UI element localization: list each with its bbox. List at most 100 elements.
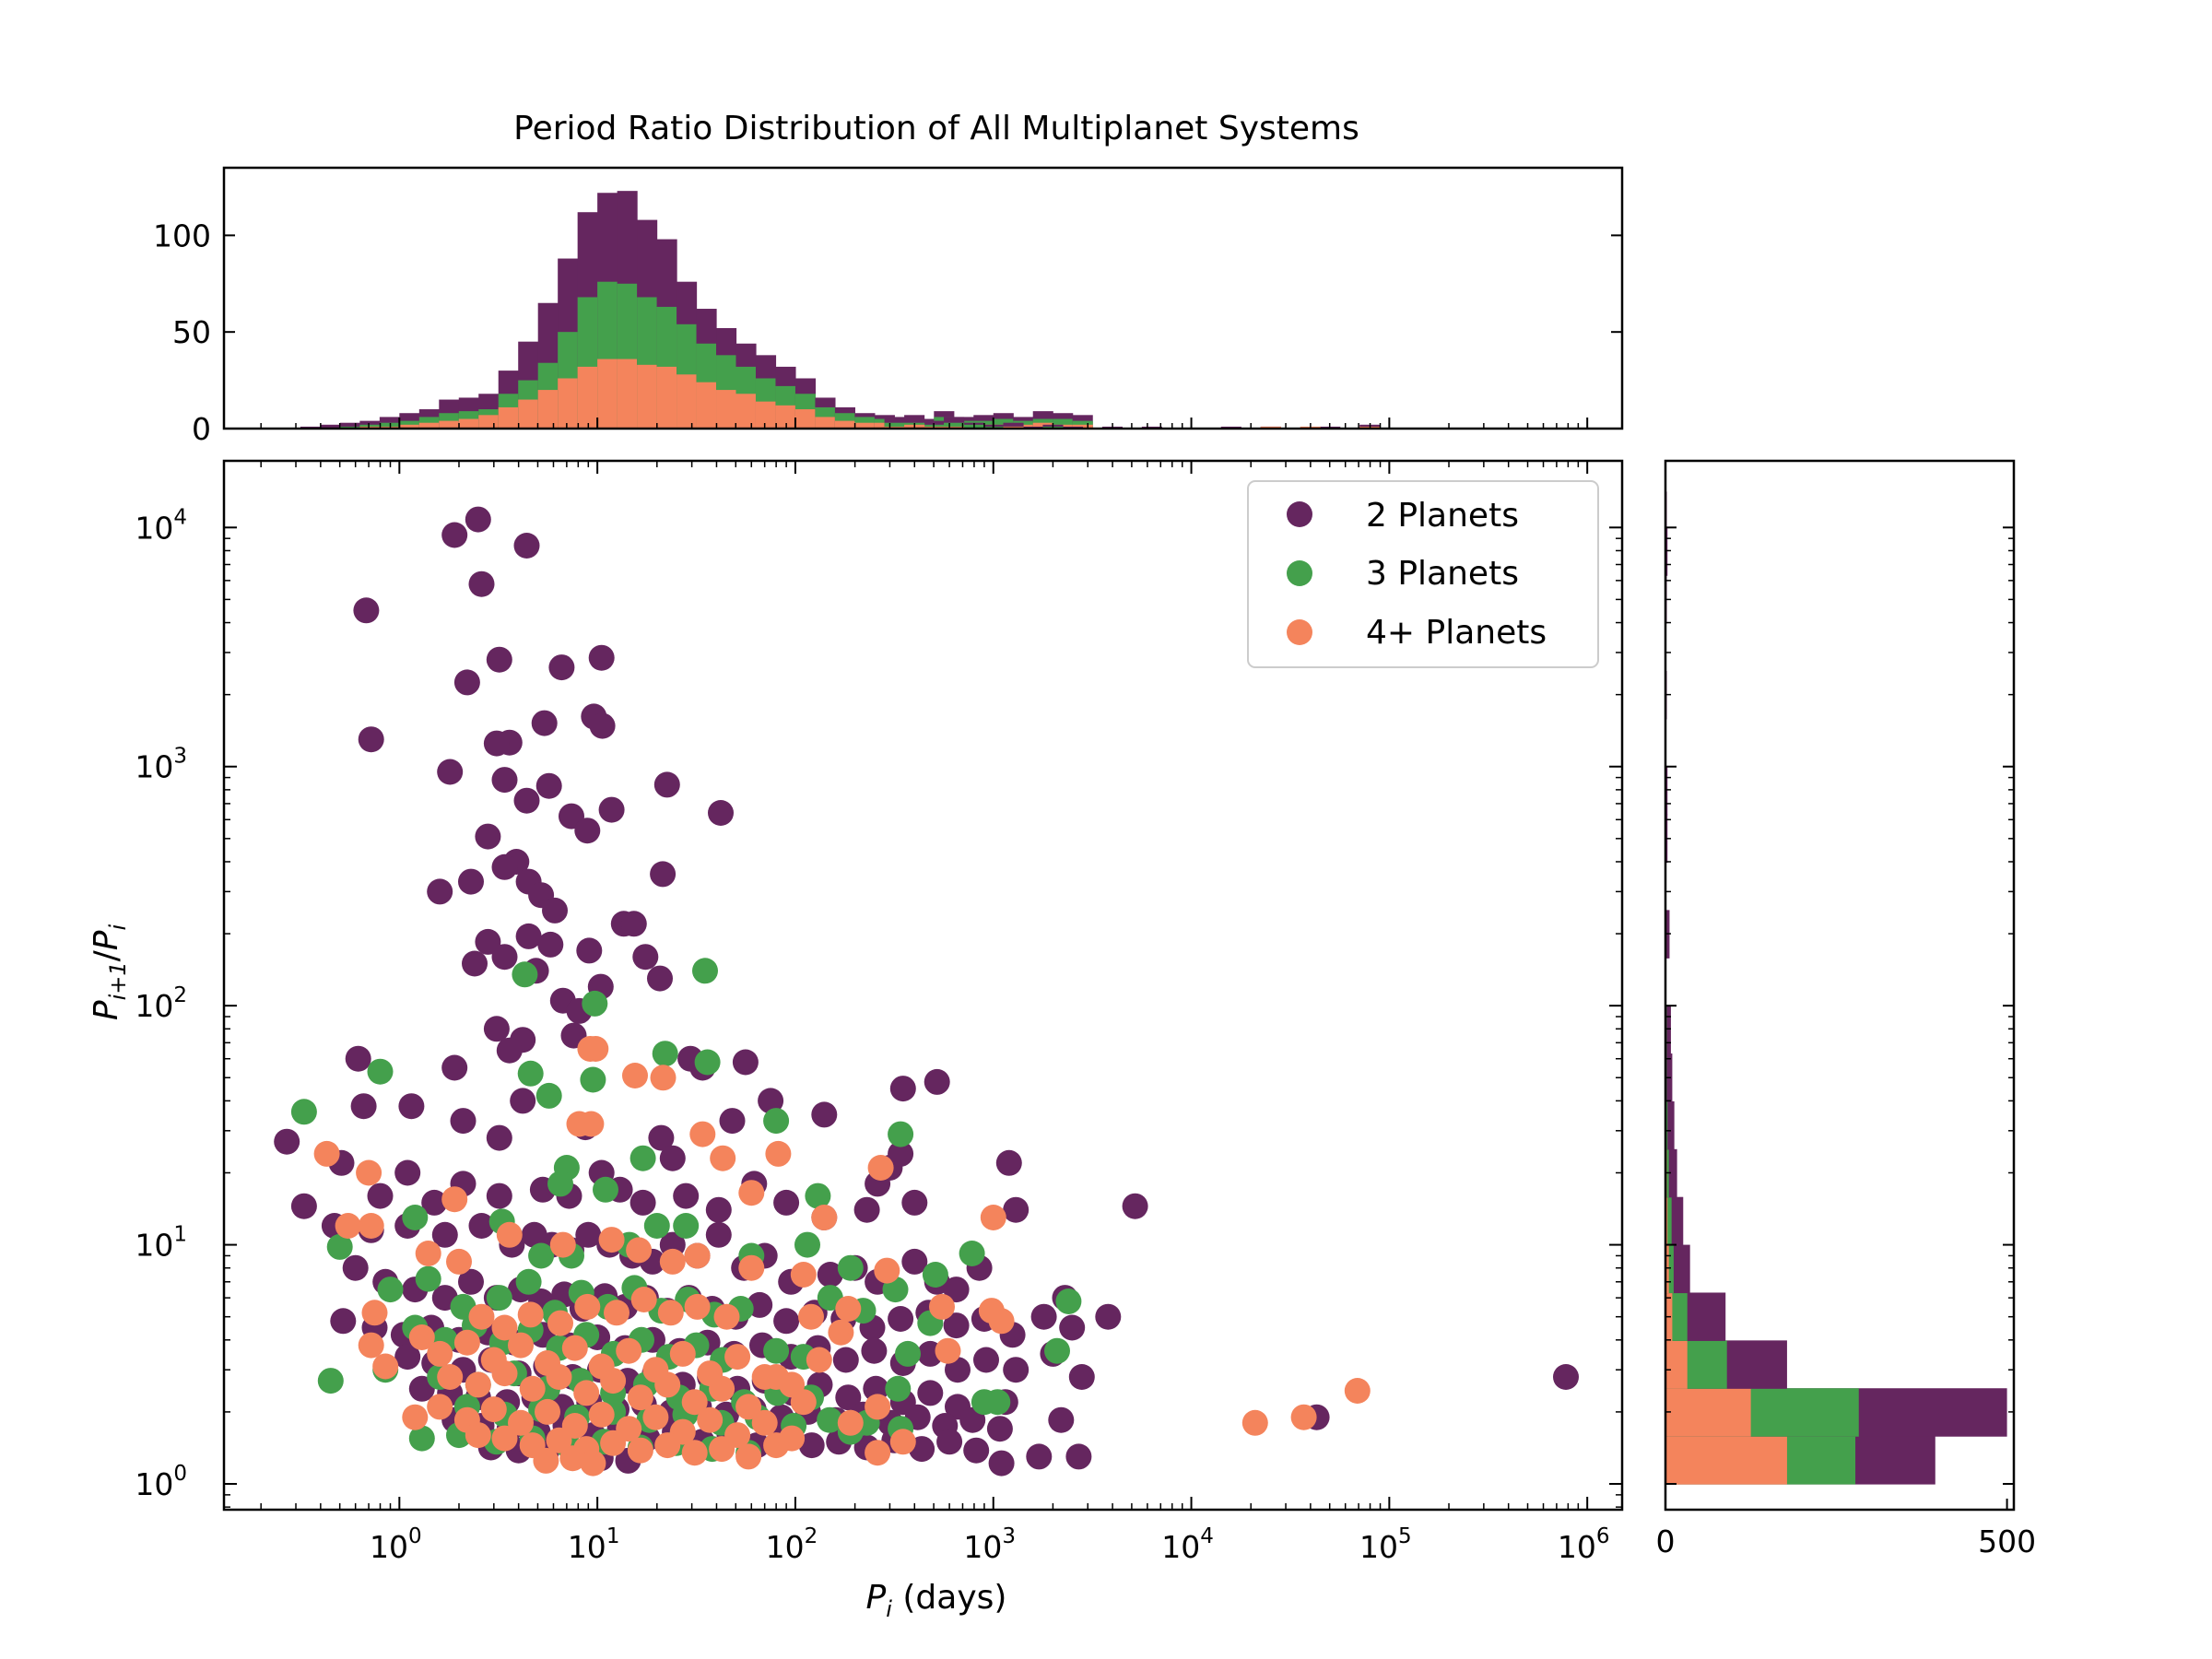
right-hist-bar-3-planets <box>1665 1196 1672 1246</box>
point-4plus-planets <box>751 1409 778 1436</box>
point-3-planets <box>959 1241 985 1266</box>
point-4plus-planets <box>578 1111 605 1137</box>
point-3-planets <box>629 1145 656 1171</box>
point-2-planets <box>708 800 734 826</box>
point-3-planets <box>763 1337 790 1364</box>
point-4plus-planets <box>689 1121 716 1147</box>
point-2-planets <box>632 944 659 971</box>
point-4plus-planets <box>446 1248 472 1275</box>
y-tick-base: 10 <box>135 988 173 1024</box>
point-2-planets <box>441 522 468 548</box>
point-3-planets <box>512 961 538 988</box>
point-3-planets <box>515 1268 542 1295</box>
point-2-planets <box>353 597 380 624</box>
x-axis-label: Pi (days) <box>866 1579 1007 1622</box>
point-4plus-planets <box>491 1314 518 1341</box>
point-4plus-planets <box>496 1221 523 1248</box>
point-2-planets <box>732 1049 759 1076</box>
point-4plus-planets <box>867 1155 894 1181</box>
top-hist-bar-3-planets <box>359 424 381 429</box>
point-4plus-planets <box>546 1427 572 1453</box>
top-hist-bar-4plus-planets <box>755 401 777 429</box>
point-2-planets <box>515 923 542 949</box>
y-tick-exp: 0 <box>173 1462 187 1486</box>
point-3-planets <box>805 1182 831 1209</box>
point-4plus-planets <box>616 1337 642 1364</box>
point-2-planets <box>973 1347 999 1373</box>
point-2-planets <box>798 1432 825 1459</box>
point-2-planets <box>653 771 680 798</box>
point-2-planets <box>483 730 510 757</box>
point-3-planets <box>593 1176 618 1203</box>
point-2-planets <box>1026 1443 1053 1470</box>
point-2-planets <box>1095 1303 1122 1330</box>
top-hist-bar-4plus-planets <box>577 366 598 429</box>
top-hist-bar-4plus-planets <box>478 415 500 429</box>
top-hist-y-tick-label: 0 <box>192 411 211 447</box>
point-4plus-planets <box>402 1404 429 1430</box>
point-4plus-planets <box>549 1231 576 1258</box>
point-3-planets <box>290 1099 317 1125</box>
point-2-planets <box>861 1337 888 1364</box>
point-3-planets <box>582 990 608 1017</box>
x-tick-label: 106 <box>1558 1524 1610 1565</box>
point-4plus-planets <box>650 1065 677 1091</box>
right-hist-bar-4plus-planets <box>1665 1244 1669 1294</box>
point-4plus-planets <box>1344 1378 1371 1404</box>
point-3-planets <box>643 1213 670 1239</box>
point-4plus-planets <box>738 1254 765 1281</box>
top-hist-y-tick-label: 50 <box>172 314 211 350</box>
point-4plus-planets <box>574 1293 601 1320</box>
point-2-planets <box>496 1037 523 1064</box>
point-4plus-planets <box>642 1404 669 1430</box>
point-4plus-planets <box>626 1237 653 1264</box>
top-hist-bar-4plus-planets <box>498 406 519 429</box>
top-hist-bar-4plus-planets <box>775 405 796 429</box>
point-4plus-planets <box>828 1319 854 1346</box>
point-4plus-planets <box>735 1394 762 1420</box>
x-tick-exp: 6 <box>1596 1524 1610 1548</box>
point-4plus-planets <box>710 1145 736 1171</box>
point-4plus-planets <box>453 1329 480 1356</box>
point-2-planets <box>398 1093 425 1120</box>
point-2-planets <box>598 796 625 823</box>
point-2-planets <box>491 944 518 971</box>
point-2-planets <box>1003 1357 1030 1383</box>
point-2-planets <box>1068 1364 1095 1390</box>
point-2-planets <box>458 1268 484 1295</box>
point-4plus-planets <box>361 1300 388 1326</box>
point-2-planets <box>548 654 575 681</box>
point-3-planets <box>895 1340 921 1367</box>
top-hist-bar-3-planets <box>1053 418 1074 429</box>
point-4plus-planets <box>790 1389 817 1416</box>
chart-title: Period Ratio Distribution of All Multipl… <box>513 110 1359 147</box>
point-4plus-planets <box>561 1335 588 1361</box>
y-tick-exp: 1 <box>173 1223 187 1247</box>
point-4plus-planets <box>669 1340 696 1367</box>
x-tick-exp: 3 <box>1002 1524 1016 1548</box>
point-2-planets <box>811 1101 838 1128</box>
x-tick-label: 104 <box>1161 1524 1214 1565</box>
x-tick-label: 101 <box>568 1524 620 1565</box>
point-2-planets <box>589 712 616 739</box>
point-4plus-planets <box>508 1332 534 1359</box>
legend-label-3-planets: 3 Planets <box>1366 555 1519 593</box>
point-3-planets <box>885 1375 912 1402</box>
point-2-planets <box>491 767 518 794</box>
y-axis-label: Pi+1/Pi <box>88 924 131 1021</box>
point-4plus-planets <box>517 1301 544 1328</box>
x-tick-label: 103 <box>963 1524 1016 1565</box>
top-hist-frame <box>222 166 1624 430</box>
top-hist-bar-4plus-planets <box>815 417 836 429</box>
point-4plus-planets <box>763 1432 790 1459</box>
point-2-planets <box>889 1076 916 1102</box>
x-tick-label: 105 <box>1359 1524 1412 1565</box>
x-tick-base: 10 <box>963 1529 1002 1565</box>
point-4plus-planets <box>582 1036 609 1062</box>
point-2-planets <box>510 1088 536 1114</box>
point-4plus-planets <box>533 1447 559 1474</box>
point-4plus-planets <box>627 1384 653 1411</box>
point-2-planets <box>421 1189 448 1216</box>
point-2-planets <box>773 1308 800 1335</box>
top-hist-bar-4plus-planets <box>418 422 440 429</box>
